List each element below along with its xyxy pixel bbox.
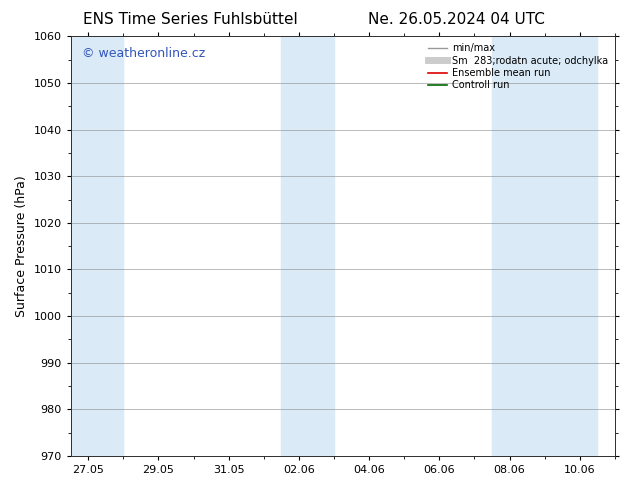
Bar — [71, 36, 124, 456]
Text: © weatheronline.cz: © weatheronline.cz — [82, 47, 205, 60]
Text: Ne. 26.05.2024 04 UTC: Ne. 26.05.2024 04 UTC — [368, 12, 545, 27]
Bar — [492, 36, 545, 456]
Text: ENS Time Series Fuhlsbüttel: ENS Time Series Fuhlsbüttel — [83, 12, 297, 27]
Legend: min/max, Sm  283;rodatn acute; odchylka, Ensemble mean run, Controll run: min/max, Sm 283;rodatn acute; odchylka, … — [424, 39, 612, 94]
Bar — [545, 36, 597, 456]
Bar — [281, 36, 334, 456]
Y-axis label: Surface Pressure (hPa): Surface Pressure (hPa) — [15, 175, 28, 317]
